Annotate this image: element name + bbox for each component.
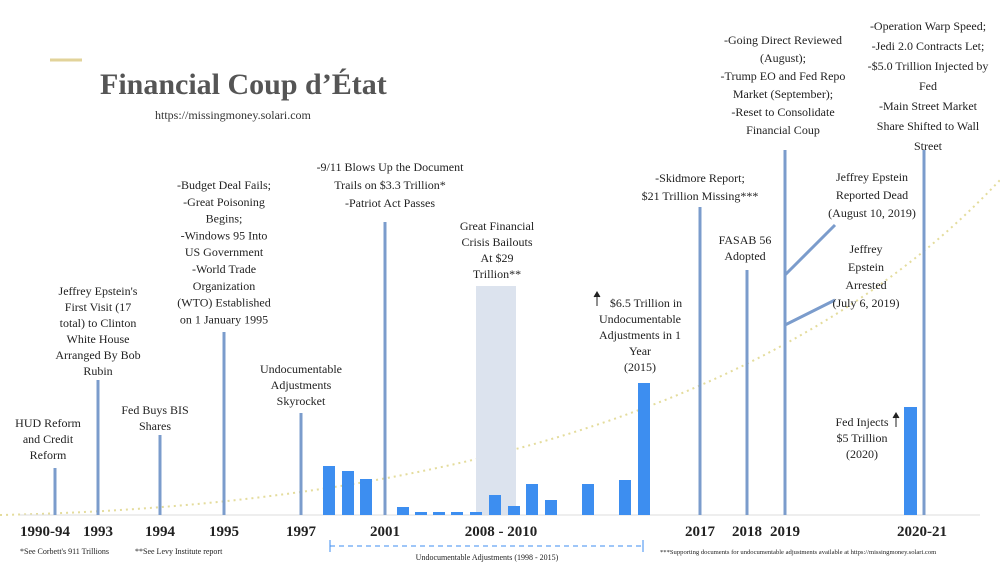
year-label: 1993	[83, 524, 113, 540]
event-text: Reported Dead	[836, 188, 908, 202]
year-label: 2020-21	[897, 524, 947, 540]
event-text: (August 10, 2019)	[828, 206, 916, 220]
event-text: Arrested	[845, 278, 886, 292]
year-label: 1994	[145, 524, 176, 540]
event-text: White House	[67, 332, 130, 346]
event-text: First Visit (17	[65, 300, 131, 314]
year-label: 2008 - 2010	[465, 524, 538, 540]
crisis-shade	[476, 286, 516, 515]
event-text: Rubin	[83, 364, 112, 378]
footnote: ***Supporting documents for undocumentab…	[660, 549, 937, 556]
event-text: -Great Poisoning	[183, 195, 265, 209]
event-lines	[53, 150, 926, 515]
event-text: Reform	[30, 448, 67, 462]
event-text: -Patriot Act Passes	[345, 196, 435, 210]
year-label: 2017	[685, 524, 716, 540]
year-label: 2019	[770, 524, 800, 540]
event-text: -Main Street Market	[879, 99, 978, 113]
event-text: (July 6, 2019)	[833, 296, 900, 310]
event-text: $5 Trillion	[836, 431, 887, 445]
event-text: Fed Injects	[836, 415, 889, 429]
event-text: -Jedi 2.0 Contracts Let;	[872, 39, 985, 53]
event-text: -World Trade	[192, 262, 256, 276]
event-text: Financial Coup	[746, 123, 820, 137]
event-text: Share Shifted to Wall	[877, 119, 980, 133]
event-text: -Operation Warp Speed;	[870, 19, 986, 33]
event-text: on 1 January 1995	[180, 312, 268, 326]
footnote: **See Levy Institute report	[135, 547, 223, 556]
event-text: Great Financial	[460, 219, 535, 233]
event-text: $21 Trillion Missing***	[642, 189, 759, 203]
event-text: Adopted	[724, 249, 765, 263]
event-text: Shares	[139, 419, 171, 433]
adjustment-bars	[323, 383, 917, 515]
event-text: Adjustments	[271, 378, 332, 392]
arrows	[593, 291, 900, 427]
year-label: 2001	[370, 524, 400, 540]
year-label: 1995	[209, 524, 239, 540]
event-text: -Skidmore Report;	[655, 171, 745, 185]
event-text: Trails on $3.3 Trillion*	[334, 178, 446, 192]
event-text: (August);	[760, 51, 806, 65]
title: Financial Coup d’État	[100, 68, 387, 101]
event-text: Jeffrey	[849, 242, 882, 256]
event-text: -Reset to Consolidate	[731, 105, 834, 119]
event-text: Epstein	[848, 260, 884, 274]
event-text: Jeffrey Epstein	[836, 170, 908, 184]
event-text: -9/11 Blows Up the Document	[317, 160, 465, 174]
year-label: 1997	[286, 524, 317, 540]
bracket-label: Undocumentable Adjustments (1998 - 2015)	[416, 553, 559, 562]
event-text: -Trump EO and Fed Repo	[721, 69, 846, 83]
year-label: 2018	[732, 524, 762, 540]
event-text: -Windows 95 Into	[181, 228, 268, 242]
footnote: *See Corbett's 911 Trillions	[20, 547, 109, 556]
url: https://missingmoney.solari.com	[155, 108, 312, 122]
event-text: (2015)	[624, 360, 656, 374]
event-text: Undocumentable	[599, 312, 681, 326]
event-text: $6.5 Trillion in	[610, 296, 682, 310]
event-text: Fed	[919, 79, 937, 93]
event-text: -Going Direct Reviewed	[724, 33, 842, 47]
event-text: Fed Buys BIS	[121, 403, 188, 417]
event-text: Year	[629, 344, 651, 358]
event-text: (WTO) Established	[177, 296, 270, 310]
event-text: Adjustments in 1	[599, 328, 681, 342]
event-text: and Credit	[23, 432, 74, 446]
event-text: Arranged By Bob	[55, 348, 140, 362]
event-text: -$5.0 Trillion Injected by	[868, 59, 989, 73]
event-text: total) to Clinton	[60, 316, 137, 330]
event-text: -Budget Deal Fails;	[177, 178, 271, 192]
year-label: 1990-94	[20, 524, 70, 540]
event-text: Market (September);	[733, 87, 833, 101]
event-text: Trillion**	[473, 267, 521, 281]
event-text: FASAB 56	[719, 233, 772, 247]
event-text: Undocumentable	[260, 362, 342, 376]
event-text: US Government	[185, 245, 264, 259]
event-text: HUD Reform	[15, 416, 81, 430]
event-text: Begins;	[206, 212, 243, 226]
event-text: At $29	[481, 251, 514, 265]
event-text: (2020)	[846, 447, 878, 461]
event-text: Street	[914, 139, 943, 153]
event-text: Jeffrey Epstein's	[59, 284, 138, 298]
event-text: Organization	[193, 279, 255, 293]
event-text: Skyrocket	[277, 394, 326, 408]
event-text: Crisis Bailouts	[461, 235, 532, 249]
